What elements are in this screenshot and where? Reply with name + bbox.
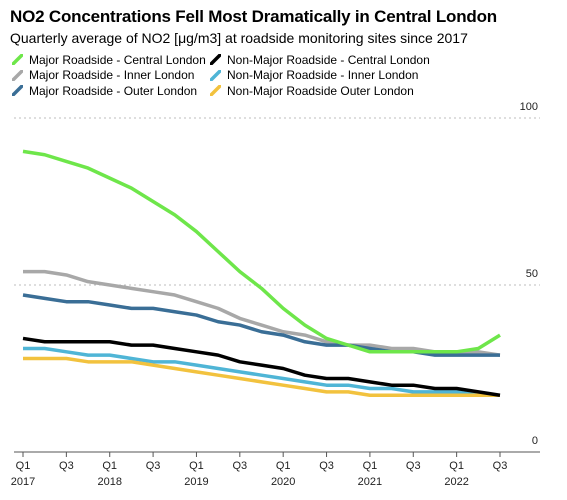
x-tick-label: Q1: [363, 460, 378, 472]
x-tick-label: Q1: [102, 460, 117, 472]
swatch-stroke: [210, 85, 221, 97]
chart-title: NO2 Concentrations Fell Most Dramaticall…: [10, 7, 497, 26]
legend-item-major-central: Major Roadside - Central London: [12, 52, 210, 68]
y-tick-label: 0: [532, 435, 538, 447]
legend-swatch-major-inner: [12, 69, 23, 81]
swatch-stroke: [12, 85, 23, 97]
swatch-stroke: [210, 69, 221, 81]
x-tick-label: Q1: [276, 460, 291, 472]
legend-label: Non-Major Roadside Outer London: [227, 83, 414, 98]
legend-item-nonmajor-outer: Non-Major Roadside Outer London: [210, 83, 440, 99]
swatch-stroke: [12, 69, 23, 81]
legend-label: Major Roadside - Central London: [29, 52, 206, 67]
x-axis: Q1 2017 Q3 Q1 2018 Q3 Q1 2019 Q3 Q1 2020 Q3 Q1 2021 Q3…: [11, 452, 508, 488]
x-tick-label: Q3: [319, 460, 334, 472]
legend-swatch-major-outer: [12, 85, 23, 97]
x-tick-label: Q1: [16, 460, 31, 472]
series-line-5: [22, 149, 501, 354]
x-tick-label: Q3: [406, 460, 421, 472]
legend-swatch-major-central: [12, 54, 23, 66]
legend-item-nonmajor-inner: Non-Major Roadside - Inner London: [210, 68, 440, 84]
legend-label: Non-Major Roadside - Central London: [227, 52, 430, 67]
x-tick-label: Q3: [146, 460, 161, 472]
swatch-stroke: [210, 54, 221, 66]
legend-swatch-nonmajor-inner: [210, 69, 221, 81]
series-line-4: [22, 336, 501, 397]
swatch-stroke: [12, 54, 23, 66]
grid-layer: 0 50 100: [14, 101, 540, 453]
series-line-3: [23, 356, 500, 397]
legend-swatch-nonmajor-central: [210, 54, 221, 66]
x-tick-label: Q1: [449, 460, 464, 472]
chart-subtitle: Quarterly average of NO2 [μg/m3] at road…: [10, 30, 468, 46]
x-year-label: 2022: [444, 476, 468, 488]
legend-item-nonmajor-central: Non-Major Roadside - Central London: [210, 52, 440, 68]
x-tick-label: Q1: [189, 460, 204, 472]
series-line-0: [23, 269, 501, 357]
series-line-2: [23, 346, 500, 397]
x-tick-label: Q3: [232, 460, 247, 472]
x-year-label: 2019: [184, 476, 208, 488]
legend-label: Non-Major Roadside - Inner London: [227, 68, 419, 83]
legend-item-major-outer: Major Roadside - Outer London: [12, 83, 210, 99]
legend: Major Roadside - Central London Non-Majo…: [12, 52, 462, 99]
x-year-label: 2017: [11, 476, 35, 488]
x-year-label: 2018: [97, 476, 121, 488]
series-layer: [22, 149, 501, 397]
legend-label: Major Roadside - Outer London: [29, 83, 198, 98]
legend-swatch-nonmajor-outer: [210, 85, 221, 97]
x-year-label: 2020: [271, 476, 295, 488]
legend-item-major-inner: Major Roadside - Inner London: [12, 68, 210, 84]
x-tick-label: Q3: [493, 460, 508, 472]
y-tick-label: 50: [526, 268, 538, 280]
y-tick-label: 100: [520, 101, 538, 113]
x-year-label: 2021: [358, 476, 382, 488]
x-tick-label: Q3: [59, 460, 74, 472]
legend-label: Major Roadside - Inner London: [29, 68, 195, 83]
